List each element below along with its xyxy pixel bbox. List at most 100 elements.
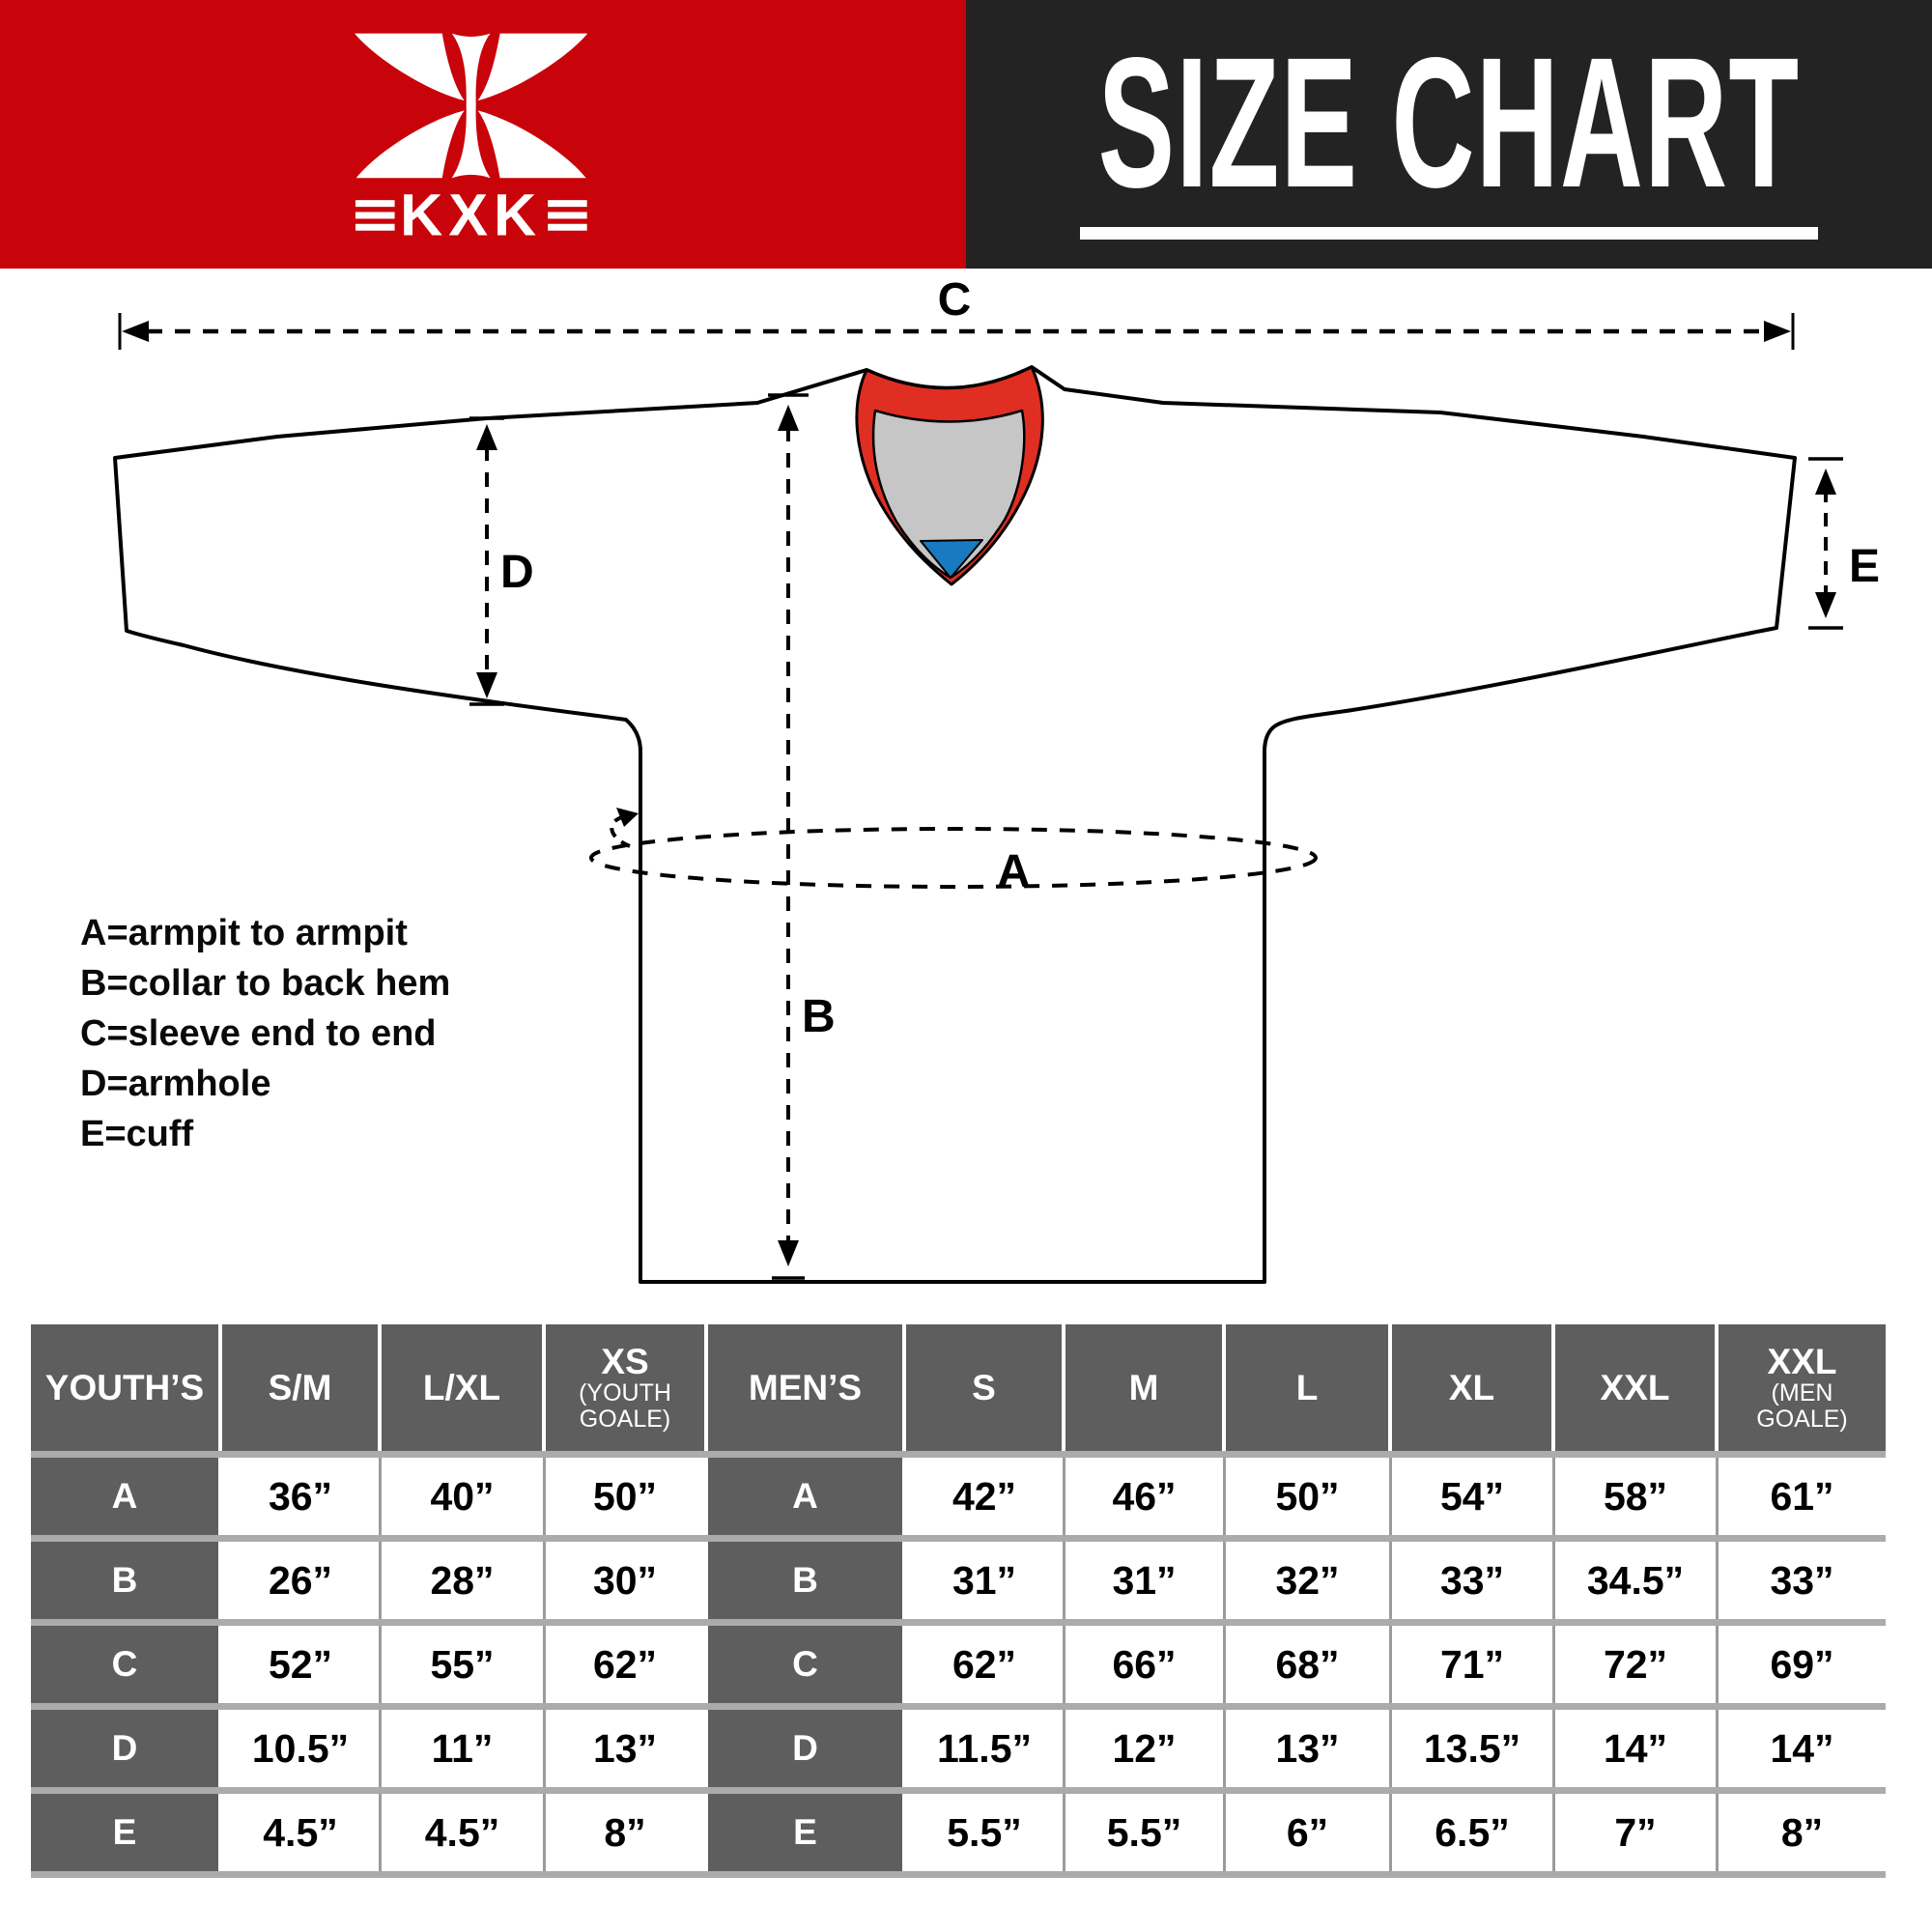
measurement-value: 72” (1603, 1642, 1668, 1687)
dim-label-c: C (938, 274, 972, 326)
row-label: B (111, 1560, 138, 1600)
measurement-value-cell: 13” (1226, 1710, 1392, 1787)
legend-line: E=cuff (80, 1114, 194, 1154)
measurement-value-cell: 7” (1555, 1794, 1719, 1871)
measurement-value: 13” (592, 1726, 658, 1771)
measurement-value-cell: 66” (1065, 1626, 1226, 1703)
row-label-cell: A (708, 1458, 906, 1535)
table-row-D: D 10.5” 11” 13” D 11.5” 12” 13” 13.5” 14” 14” (31, 1710, 1886, 1787)
measurement-value-cell: 72” (1555, 1626, 1719, 1703)
measurement-value: 68” (1275, 1642, 1340, 1687)
collar-inner-gray (871, 409, 1026, 580)
measurement-value-cell: 40” (382, 1458, 546, 1535)
dim-c-arrow-left (122, 321, 149, 342)
measurement-value: 13.5” (1423, 1726, 1521, 1771)
table-divider (31, 1535, 1886, 1542)
measurement-value-cell: 5.5” (1065, 1794, 1226, 1871)
dim-b-arrow-down (778, 1240, 799, 1266)
row-label: E (112, 1812, 137, 1852)
measurement-value: 4.5” (424, 1810, 500, 1855)
row-label-cell: E (31, 1794, 222, 1871)
measurement-value-cell: 55” (382, 1626, 546, 1703)
measurement-value: 26” (268, 1558, 333, 1603)
size-label: L/XL (422, 1367, 501, 1407)
section-header-cell: YOUTH’S (31, 1324, 222, 1451)
dim-label-e: E (1849, 541, 1880, 592)
measurement-value: 50” (1275, 1474, 1340, 1519)
size-column-header: XS (YOUTH GOALE) (546, 1324, 708, 1451)
collar-blue-insert (920, 539, 983, 579)
size-table: YOUTH’S S/M L/XL XS (YOUTH GOALE) MEN’S S M L XL X… (31, 1324, 1886, 1878)
row-label-cell: E (708, 1794, 906, 1871)
measurement-value: 40” (430, 1474, 495, 1519)
measurement-value: 69” (1770, 1642, 1834, 1687)
measurement-value: 66” (1112, 1642, 1177, 1687)
measurement-value-cell: 28” (382, 1542, 546, 1619)
size-column-header: L (1226, 1324, 1392, 1451)
measurement-value: 46” (1112, 1474, 1177, 1519)
title-banner: SIZE CHART (966, 0, 1932, 269)
jersey-measurement-diagram: C D B E A (113, 274, 1880, 1284)
measurement-value: 11” (431, 1726, 494, 1771)
dim-a-arrowhead (616, 808, 639, 827)
size-label: S (972, 1367, 996, 1407)
measurement-value: 5.5” (947, 1810, 1022, 1855)
measurement-value-cell: 62” (906, 1626, 1065, 1703)
measurement-value-cell: 54” (1392, 1458, 1555, 1535)
measurement-value: 14” (1603, 1726, 1668, 1771)
section-header-cell: MEN’S (708, 1324, 906, 1451)
dim-c-arrow-right (1764, 321, 1791, 342)
measurement-value: 52” (268, 1642, 333, 1687)
title-underline (1080, 226, 1818, 240)
dim-label-b: B (802, 991, 836, 1042)
measurement-value: 5.5” (1106, 1810, 1182, 1855)
row-label: A (792, 1476, 818, 1516)
kxk-logo-icon: KXK (355, 33, 587, 239)
dim-d-arrow-up (476, 424, 497, 450)
measurement-value-cell: 10.5” (222, 1710, 382, 1787)
logo-wing-bottom-left (355, 110, 465, 179)
measurement-value-cell: 4.5” (222, 1794, 382, 1871)
measurement-value: 6.5” (1435, 1810, 1510, 1855)
size-column-header: S/M (222, 1324, 382, 1451)
size-column-header: XL (1392, 1324, 1555, 1451)
measurement-value-cell: 6” (1226, 1794, 1392, 1871)
measurement-value-cell: 50” (1226, 1458, 1392, 1535)
size-label: XXL (1767, 1341, 1837, 1381)
row-label: C (792, 1644, 818, 1684)
row-label: D (792, 1728, 818, 1768)
measurement-value: 58” (1603, 1474, 1668, 1519)
measurement-value: 42” (952, 1474, 1017, 1519)
measurement-value: 6” (1286, 1810, 1329, 1855)
section-header-label: YOUTH’S (44, 1367, 205, 1407)
logo-wing-bottom-right (477, 110, 586, 179)
dim-label-a: A (997, 846, 1031, 897)
measurement-value: 71” (1439, 1642, 1505, 1687)
measurement-value-cell: 12” (1065, 1710, 1226, 1787)
table-divider (31, 1871, 1886, 1878)
measurement-value-cell: 11” (382, 1710, 546, 1787)
measurement-value: 10.5” (251, 1726, 350, 1771)
measurement-value-cell: 62” (546, 1626, 708, 1703)
dim-d-arrow-down (476, 672, 497, 698)
size-column-header: L/XL (382, 1324, 546, 1451)
measurement-value-cell: 31” (1065, 1542, 1226, 1619)
measurement-value-cell: 68” (1226, 1626, 1392, 1703)
row-label-cell: C (31, 1626, 222, 1703)
legend: A=armpit to armpit B=collar to back hem C=… (80, 908, 450, 1159)
measurement-value-cell: 8” (1719, 1794, 1886, 1871)
measurement-value: 31” (952, 1558, 1017, 1603)
measurement-value-cell: 52” (222, 1626, 382, 1703)
size-label: XXL (1600, 1367, 1670, 1407)
measurement-value: 32” (1275, 1558, 1340, 1603)
size-sublabel: (MEN GOALE) (1756, 1378, 1848, 1433)
dim-e-arrow-down (1815, 592, 1836, 618)
measurement-value-cell: 26” (222, 1542, 382, 1619)
legend-line: D=armhole (80, 1064, 271, 1104)
row-label-cell: D (708, 1710, 906, 1787)
measurement-value-cell: 58” (1555, 1458, 1719, 1535)
brand-banner: KXK (0, 0, 966, 269)
size-column-header: XXL (1555, 1324, 1719, 1451)
measurement-value-cell: 50” (546, 1458, 708, 1535)
measurement-value-cell: 13” (546, 1710, 708, 1787)
